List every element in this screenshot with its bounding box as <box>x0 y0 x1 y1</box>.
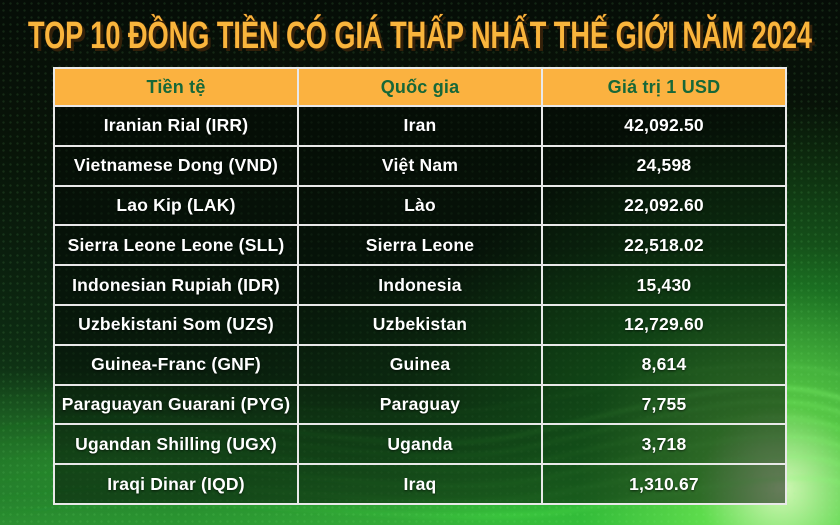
country-cell: Guinea <box>297 343 543 386</box>
value-cell: 15,430 <box>541 264 787 306</box>
value-cell: 22,518.02 <box>541 224 787 267</box>
country-cell: Indonesia <box>297 264 543 306</box>
table-row: Iraqi Dinar (IQD) Iraq 1,310.67 <box>53 463 787 505</box>
table-row: Ugandan Shilling (UGX) Uganda 3,718 <box>53 423 787 466</box>
table-row: Guinea-Franc (GNF) Guinea 8,614 <box>53 343 787 386</box>
value-cell: 1,310.67 <box>541 463 787 505</box>
value-cell: 3,718 <box>541 423 787 466</box>
page-title: TOP 10 ĐỒNG TIỀN CÓ GIÁ THẤP NHẤT THẾ GI… <box>28 13 812 57</box>
country-cell: Iran <box>297 105 543 147</box>
page-title-graphic: TOP 10 ĐỒNG TIỀN CÓ GIÁ THẤP NHẤT THẾ GI… <box>28 13 815 60</box>
country-cell: Việt Nam <box>297 144 543 187</box>
header-cell-country: Quốc gia <box>297 67 543 107</box>
table-row: Paraguayan Guarani (PYG) Paraguay 7,755 <box>53 383 787 426</box>
table-row: Uzbekistani Som (UZS) Uzbekistan 12,729.… <box>53 303 787 346</box>
page-title-shadow: TOP 10 ĐỒNG TIỀN CÓ GIÁ THẤP NHẤT THẾ GI… <box>31 16 815 60</box>
table-row: Sierra Leone Leone (SLL) Sierra Leone 22… <box>53 224 787 267</box>
country-cell: Uganda <box>297 423 543 466</box>
table-row: Iranian Rial (IRR) Iran 42,092.50 <box>53 105 787 147</box>
country-cell: Sierra Leone <box>297 224 543 267</box>
header-cell-currency: Tiền tệ <box>53 67 299 107</box>
currency-cell: Lao Kip (LAK) <box>53 184 299 227</box>
value-cell: 12,729.60 <box>541 303 787 346</box>
currency-cell: Iraqi Dinar (IQD) <box>53 463 299 505</box>
country-cell: Lào <box>297 184 543 227</box>
currency-cell: Uzbekistani Som (UZS) <box>53 303 299 346</box>
currency-table: Tiền tệ Quốc gia Giá trị 1 USD Iranian R… <box>53 67 787 505</box>
header-cell-value: Giá trị 1 USD <box>541 67 787 107</box>
country-cell: Uzbekistan <box>297 303 543 346</box>
value-cell: 22,092.60 <box>541 184 787 227</box>
currency-cell: Iranian Rial (IRR) <box>53 105 299 147</box>
country-cell: Iraq <box>297 463 543 505</box>
table-row: Indonesian Rupiah (IDR) Indonesia 15,430 <box>53 264 787 306</box>
currency-cell: Indonesian Rupiah (IDR) <box>53 264 299 306</box>
value-cell: 8,614 <box>541 343 787 386</box>
currency-cell: Ugandan Shilling (UGX) <box>53 423 299 466</box>
table-row: Vietnamese Dong (VND) Việt Nam 24,598 <box>53 144 787 187</box>
currency-cell: Vietnamese Dong (VND) <box>53 144 299 187</box>
value-cell: 7,755 <box>541 383 787 426</box>
value-cell: 24,598 <box>541 144 787 187</box>
table-header-row: Tiền tệ Quốc gia Giá trị 1 USD <box>53 67 787 107</box>
value-cell: 42,092.50 <box>541 105 787 147</box>
country-cell: Paraguay <box>297 383 543 426</box>
table-row: Lao Kip (LAK) Lào 22,092.60 <box>53 184 787 227</box>
currency-cell: Guinea-Franc (GNF) <box>53 343 299 386</box>
currency-cell: Paraguayan Guarani (PYG) <box>53 383 299 426</box>
currency-cell: Sierra Leone Leone (SLL) <box>53 224 299 267</box>
